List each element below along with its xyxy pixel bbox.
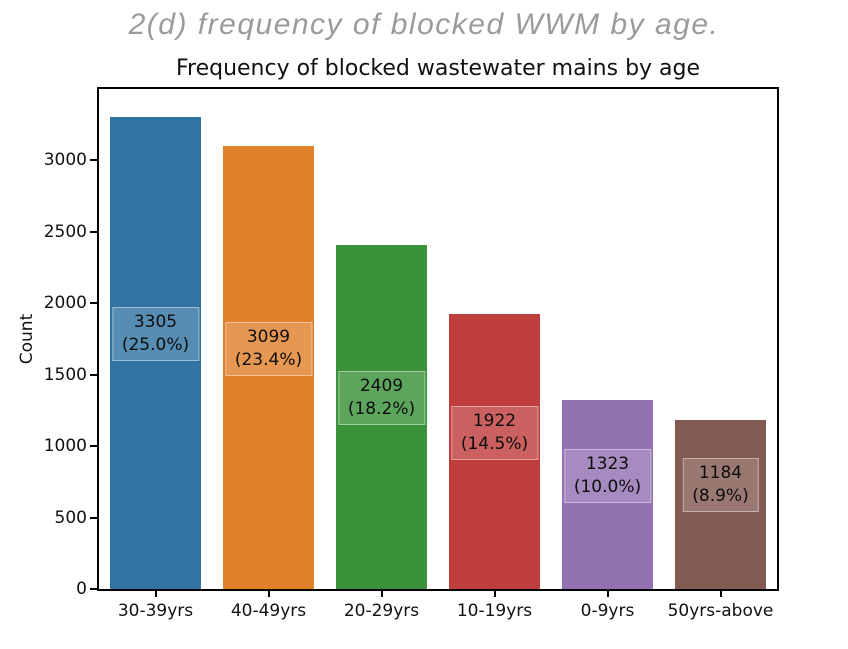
x-tick-label: 0-9yrs	[580, 601, 635, 621]
x-tick-label: 40-49yrs	[230, 601, 307, 621]
bar-20-29yrs	[336, 244, 427, 589]
bar-count: 1922	[472, 410, 517, 431]
x-tick-mark	[267, 591, 270, 597]
y-tick-mark	[90, 302, 97, 305]
bar-value-label: 1184 (8.9%)	[682, 458, 759, 513]
x-tick-mark	[380, 591, 383, 597]
bar-percent: (10.0%)	[573, 476, 642, 497]
chart-title: Frequency of blocked wastewater mains by…	[175, 56, 701, 81]
x-tick-label: 50yrs-above	[667, 601, 774, 621]
bar-30-39yrs	[110, 116, 201, 589]
x-tick-label: 10-19yrs	[456, 601, 533, 621]
bar-count: 3099	[246, 326, 291, 347]
x-tick-mark	[493, 591, 496, 597]
y-tick-mark	[90, 588, 97, 590]
bar-percent: (14.5%)	[460, 433, 529, 454]
bar-value-label: 1922 (14.5%)	[450, 405, 539, 460]
bar-value-label: 3099 (23.4%)	[224, 321, 313, 376]
bar-count: 2409	[359, 375, 404, 396]
x-tick-mark	[606, 591, 609, 597]
y-tick-label: 500	[54, 507, 87, 528]
x-tick-label: 30-39yrs	[117, 601, 194, 621]
plot-area: 0 500 1000 1500 2000 2500 3000 3305 (25.0%) 30-39…	[44, 87, 779, 621]
y-tick-label: 1500	[43, 364, 87, 385]
bar-value-label: 3305 (25.0%)	[111, 306, 200, 361]
bar-0-9yrs	[562, 400, 653, 589]
bar-percent: (18.2%)	[347, 398, 416, 419]
bar-40-49yrs	[223, 146, 314, 589]
y-tick-mark	[90, 373, 97, 376]
y-tick-label: 2000	[43, 293, 87, 314]
bar-10-19yrs	[449, 314, 540, 589]
y-tick-mark	[90, 230, 97, 233]
bar-count: 1184	[698, 463, 743, 484]
bar-count: 1323	[585, 453, 630, 474]
y-tick-label: 0	[76, 579, 87, 599]
bar-percent: (25.0%)	[121, 334, 190, 355]
bar-50yrs-above	[675, 419, 766, 589]
y-tick-label: 2500	[43, 221, 87, 242]
x-tick-label: 20-29yrs	[343, 601, 420, 621]
y-tick-mark	[90, 516, 97, 519]
figure-caption: 2(d) frequency of blocked WWM by age.	[128, 8, 720, 41]
y-axis-title: Count	[17, 313, 37, 365]
bar-value-label: 1323 (10.0%)	[563, 448, 652, 503]
x-tick-mark	[154, 591, 157, 597]
x-tick-mark	[719, 591, 722, 597]
bar-percent: (23.4%)	[234, 349, 303, 370]
bar-percent: (8.9%)	[692, 486, 749, 507]
y-tick-label: 1000	[43, 436, 87, 457]
y-tick-mark	[90, 445, 97, 448]
y-tick-label: 3000	[43, 150, 87, 171]
bar-value-label: 2409 (18.2%)	[337, 370, 426, 425]
bar-count: 3305	[133, 311, 178, 332]
y-tick-mark	[90, 159, 97, 162]
